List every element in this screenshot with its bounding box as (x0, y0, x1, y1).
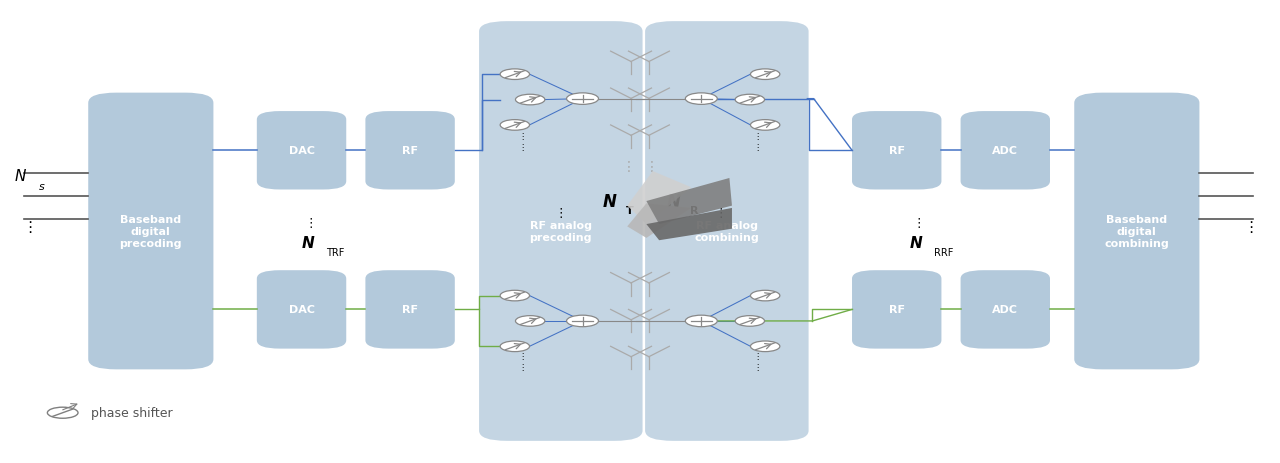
Circle shape (516, 316, 545, 326)
Text: N: N (910, 236, 923, 250)
Circle shape (500, 341, 530, 352)
Text: N: N (302, 236, 315, 250)
Circle shape (500, 70, 530, 80)
Text: ⋮: ⋮ (913, 217, 924, 230)
Circle shape (516, 95, 545, 106)
Circle shape (567, 315, 599, 327)
FancyBboxPatch shape (852, 112, 941, 190)
Polygon shape (646, 179, 732, 225)
Text: ⋮: ⋮ (22, 219, 37, 234)
Text: R: R (690, 206, 699, 216)
Text: TRF: TRF (326, 247, 344, 257)
Circle shape (750, 120, 780, 131)
Text: ADC: ADC (992, 305, 1019, 315)
Text: ⋮
⋮: ⋮ ⋮ (754, 132, 762, 151)
Text: phase shifter: phase shifter (91, 407, 173, 419)
FancyBboxPatch shape (257, 112, 346, 190)
Polygon shape (646, 208, 732, 241)
Circle shape (750, 70, 780, 80)
FancyBboxPatch shape (88, 94, 214, 369)
FancyBboxPatch shape (960, 112, 1050, 190)
Polygon shape (627, 172, 691, 225)
Text: RF: RF (888, 305, 905, 315)
Circle shape (750, 341, 780, 352)
Text: Baseband
digital
precoding: Baseband digital precoding (119, 215, 182, 248)
Text: ⋮
⋮: ⋮ ⋮ (754, 351, 762, 371)
Circle shape (685, 315, 717, 327)
Text: ⋮: ⋮ (305, 217, 316, 230)
Text: RF analog
precoding: RF analog precoding (530, 221, 593, 242)
Circle shape (685, 94, 717, 105)
Circle shape (750, 291, 780, 301)
FancyBboxPatch shape (960, 270, 1050, 349)
FancyBboxPatch shape (365, 270, 454, 349)
Text: ⋮
⋮: ⋮ ⋮ (518, 132, 526, 151)
Circle shape (735, 316, 764, 326)
Text: N: N (603, 193, 616, 211)
Circle shape (500, 120, 530, 131)
Text: N: N (14, 169, 26, 184)
Circle shape (567, 94, 599, 105)
Text: RF: RF (402, 305, 419, 315)
Text: N: N (667, 193, 680, 211)
FancyBboxPatch shape (257, 270, 346, 349)
FancyBboxPatch shape (645, 22, 809, 441)
Text: ⋮: ⋮ (714, 206, 727, 219)
Text: DAC: DAC (288, 305, 315, 315)
Text: ⋮
⋮: ⋮ ⋮ (518, 351, 526, 371)
Text: RRF: RRF (934, 247, 954, 257)
FancyBboxPatch shape (479, 22, 643, 441)
Circle shape (500, 291, 530, 301)
FancyBboxPatch shape (365, 112, 454, 190)
Text: ⋮: ⋮ (645, 160, 658, 174)
Text: RF: RF (888, 146, 905, 156)
Text: ⋮: ⋮ (622, 160, 635, 174)
FancyBboxPatch shape (1074, 94, 1199, 369)
Text: RF: RF (402, 146, 419, 156)
Text: s: s (38, 181, 45, 191)
Text: DAC: DAC (288, 146, 315, 156)
Text: T: T (626, 206, 634, 216)
Circle shape (47, 407, 78, 419)
Polygon shape (627, 204, 691, 238)
Text: ADC: ADC (992, 146, 1019, 156)
Text: RF analog
combining: RF analog combining (695, 221, 759, 242)
Text: ⋮: ⋮ (1243, 219, 1258, 234)
FancyBboxPatch shape (852, 270, 941, 349)
Text: ⋮: ⋮ (554, 206, 567, 219)
Text: Baseband
digital
combining: Baseband digital combining (1105, 215, 1169, 248)
Circle shape (735, 95, 764, 106)
